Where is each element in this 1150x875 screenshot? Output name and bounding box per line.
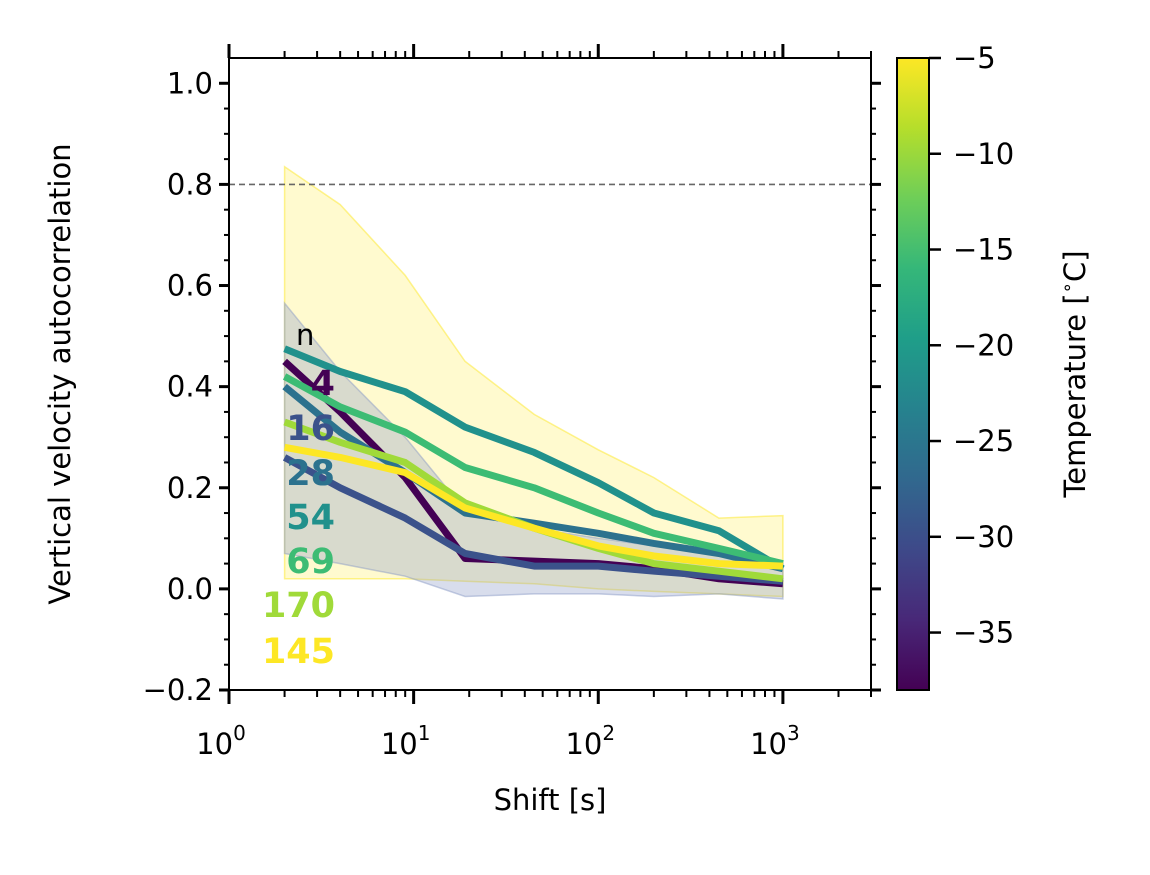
count-label-n170: 170 — [262, 586, 335, 626]
series-lines — [282, 345, 785, 588]
count-label-n69: 69 — [286, 542, 335, 582]
count-header: n — [296, 318, 314, 352]
series-line-n145 — [283, 443, 784, 570]
series-line-n16 — [282, 454, 784, 585]
y-axis-ticks: −0.2 0.0 0.2 0.4 0.6 0.8 1.0 — [143, 66, 881, 707]
y-tick-label: 0.6 — [167, 269, 213, 303]
y-tick-label: −0.2 — [143, 673, 213, 707]
y-axis-label: Vertical velocity autocorrelation — [43, 143, 77, 604]
confidence-bands — [283, 165, 784, 600]
colorbar-tick-label: −25 — [953, 424, 1014, 458]
colorbar-tick-label: −20 — [953, 328, 1014, 362]
series-line-n69 — [282, 373, 784, 568]
count-label-n145: 145 — [262, 632, 335, 672]
count-label-n16: 16 — [286, 409, 335, 449]
colorbar-tick-label: −15 — [953, 233, 1014, 267]
colorbar-tick-label: −10 — [953, 137, 1014, 171]
colorbar-tick-label: −5 — [953, 41, 996, 75]
y-tick-label: 0.0 — [167, 572, 213, 606]
y-tick-label: 0.8 — [167, 167, 213, 201]
colorbar-tick-label: −35 — [953, 616, 1014, 650]
x-tick-label: 102 — [565, 721, 615, 761]
plot-frame — [228, 57, 872, 691]
x-axis-label: Shift [s] — [494, 783, 607, 817]
plot-area: −0.2 0.0 0.2 0.4 0.6 0.8 1.0 100 101 102 103 n 4 16… — [143, 44, 881, 761]
colorbar-gradient — [896, 57, 930, 691]
series-line-n54 — [283, 345, 785, 572]
x-tick-label: 103 — [750, 721, 800, 761]
colorbar-ticks: −35 −30 −25 −20 −15 −10 −5 — [929, 41, 1014, 650]
colorbar: −35 −30 −25 −20 −15 −10 −5 Temperature [∘C] — [896, 41, 1092, 691]
colorbar-label: Temperature [∘C] — [1057, 250, 1092, 498]
y-tick-label: 0.4 — [167, 370, 213, 404]
x-axis-ticks: 100 101 102 103 — [196, 44, 872, 761]
count-label-n4: 4 — [311, 364, 335, 404]
count-label-n28: 28 — [286, 454, 335, 494]
x-tick-label: 101 — [381, 721, 431, 761]
y-tick-label: 1.0 — [167, 66, 213, 100]
colorbar-tick-label: −30 — [953, 520, 1014, 554]
y-tick-label: 0.2 — [167, 471, 213, 505]
x-tick-label: 100 — [196, 721, 246, 761]
count-label-n54: 54 — [286, 498, 335, 538]
